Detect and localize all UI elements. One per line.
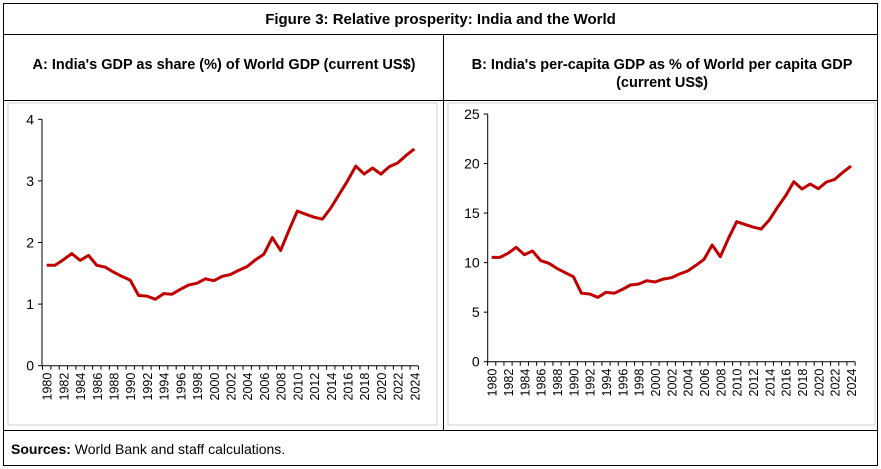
- x-tick-label: 2004: [241, 373, 255, 401]
- x-tick-label: 2012: [308, 373, 322, 401]
- x-tick-label: 1996: [174, 373, 188, 401]
- y-tick-label: 10: [464, 255, 480, 271]
- x-tick-label: 2014: [763, 369, 777, 397]
- y-tick-label: 20: [464, 156, 480, 172]
- x-tick-label: 2012: [747, 369, 761, 397]
- y-tick-label: 25: [464, 106, 480, 122]
- x-tick-label: 2020: [375, 373, 389, 401]
- sources-row-border: [3, 430, 878, 466]
- x-tick-label: 1990: [124, 373, 138, 401]
- x-tick-label: 1980: [41, 373, 55, 401]
- y-tick-label: 1: [26, 296, 34, 312]
- x-tick-label: 1990: [567, 369, 581, 397]
- x-tick-label: 1988: [551, 369, 565, 397]
- x-tick-label: 1998: [633, 369, 647, 397]
- series-line: [46, 147, 416, 301]
- x-tick-label: 2000: [208, 373, 222, 401]
- plot-frame: [447, 102, 876, 426]
- x-tick-label: 2016: [780, 369, 794, 397]
- plot-frame: [7, 102, 438, 426]
- x-tick-label: 2010: [731, 369, 745, 397]
- x-tick-label: 2022: [829, 369, 843, 397]
- x-tick-label: 1994: [600, 369, 614, 397]
- x-tick-label: 2008: [714, 369, 728, 397]
- x-tick-label: 2006: [698, 369, 712, 397]
- x-tick-label: 2016: [341, 373, 355, 401]
- x-tick-label: 1984: [74, 373, 88, 401]
- y-tick-label: 4: [26, 111, 34, 127]
- x-tick-label: 2024: [845, 369, 859, 397]
- x-tick-label: 1992: [584, 369, 598, 397]
- panel-a-title: A: India's GDP as share (%) of World GDP…: [32, 57, 416, 73]
- y-tick-label: 3: [26, 173, 34, 189]
- x-tick-label: 1986: [535, 369, 549, 397]
- x-tick-label: 1986: [91, 373, 105, 401]
- x-tick-label: 1998: [191, 373, 205, 401]
- series-line: [491, 164, 852, 299]
- x-tick-label: 1984: [518, 369, 532, 397]
- y-tick-label: 2: [26, 235, 34, 251]
- x-tick-label: 2008: [275, 373, 289, 401]
- x-tick-label: 2010: [291, 373, 305, 401]
- panel-divider: [443, 34, 444, 431]
- panel-title-row-border: [3, 34, 878, 101]
- x-tick-label: 2024: [408, 373, 422, 401]
- x-tick-label: 2022: [392, 373, 406, 401]
- x-tick-label: 1982: [57, 373, 71, 401]
- x-tick-label: 1982: [502, 369, 516, 397]
- x-tick-label: 2006: [258, 373, 272, 401]
- x-tick-label: 2004: [682, 369, 696, 397]
- y-tick-label: 0: [472, 354, 480, 370]
- x-tick-label: 2020: [812, 369, 826, 397]
- x-tick-label: 1988: [108, 373, 122, 401]
- x-tick-label: 2014: [325, 373, 339, 401]
- y-tick-label: 5: [472, 304, 480, 320]
- sources-text: World Bank and staff calculations.: [70, 441, 286, 457]
- y-tick-label: 0: [26, 358, 34, 374]
- x-tick-label: 2000: [649, 369, 663, 397]
- x-tick-label: 1992: [141, 373, 155, 401]
- x-tick-label: 1996: [616, 369, 630, 397]
- sources-note: Sources: World Bank and staff calculatio…: [11, 441, 285, 457]
- x-tick-label: 2018: [796, 369, 810, 397]
- sources-label: Sources:: [11, 441, 71, 457]
- x-tick-label: 2002: [225, 373, 239, 401]
- x-tick-label: 2002: [665, 369, 679, 397]
- x-tick-label: 2018: [358, 373, 372, 401]
- x-tick-label: 1994: [158, 373, 172, 401]
- figure-title: Figure 3: Relative prosperity: India and…: [265, 11, 616, 28]
- x-tick-label: 1980: [486, 369, 500, 397]
- panel-b-title: B: India's per-capita GDP as % of World …: [471, 57, 853, 91]
- y-tick-label: 15: [464, 205, 480, 221]
